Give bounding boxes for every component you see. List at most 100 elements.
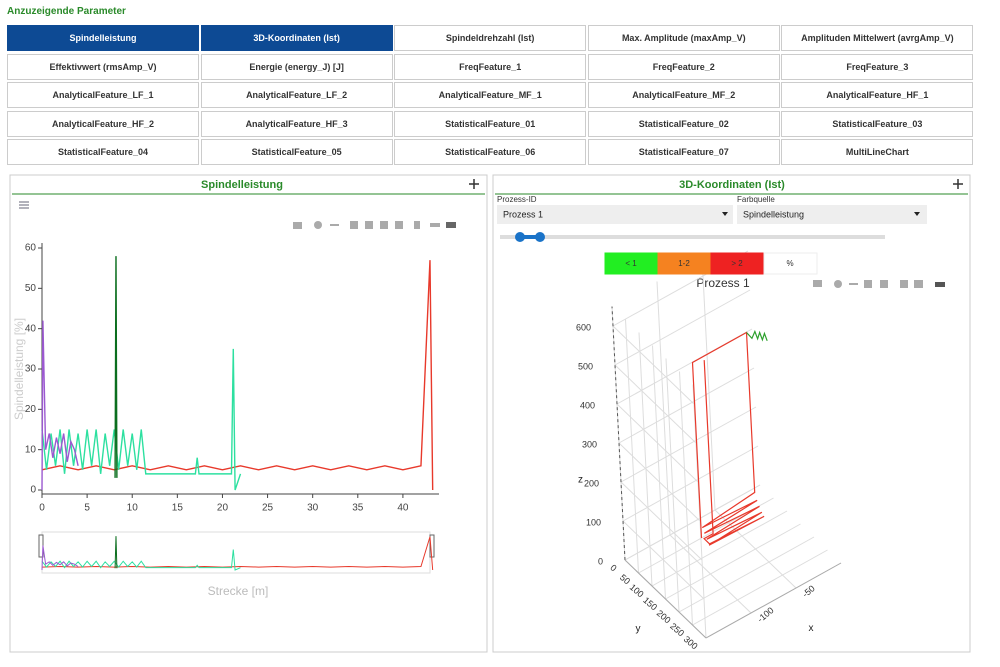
parameter-button[interactable]: AnalyticalFeature_LF_1 xyxy=(7,82,199,109)
right-panel xyxy=(492,174,971,653)
parameter-button[interactable]: AnalyticalFeature_MF_2 xyxy=(587,82,780,109)
parameter-button[interactable]: Spindelleistung xyxy=(7,25,199,51)
x-tick-label: 5 xyxy=(84,503,90,514)
dropdown-value: Prozess 1 xyxy=(503,209,543,219)
grid-line xyxy=(678,536,815,613)
z-tick-label: 100 xyxy=(586,517,601,527)
toolbar[interactable] xyxy=(293,221,456,229)
y-tick-label: 50 xyxy=(25,283,37,294)
parameter-button[interactable]: AnalyticalFeature_HF_2 xyxy=(7,110,199,137)
legend-label: 1-2 xyxy=(678,259,690,268)
parameter-button[interactable]: Max. Amplitude (maxAmp_V) xyxy=(587,25,780,51)
y-tick-label: 300 xyxy=(682,634,700,651)
z-tick-label: 500 xyxy=(578,361,593,371)
expand-icon[interactable] xyxy=(469,179,479,189)
z-tick-label: 600 xyxy=(576,322,591,332)
toolbar-3d[interactable] xyxy=(813,280,945,288)
axis-line xyxy=(624,559,707,639)
y-tick-label: 200 xyxy=(655,608,673,625)
trace-3d xyxy=(691,331,765,546)
grid-line xyxy=(692,549,828,626)
x-tick-label: 25 xyxy=(262,503,274,514)
y-tick-label: 40 xyxy=(25,323,37,334)
parameter-button[interactable]: FreqFeature_2 xyxy=(587,53,780,80)
parameter-button[interactable]: StatisticalFeature_01 xyxy=(394,110,587,137)
parameter-button[interactable]: StatisticalFeature_04 xyxy=(7,139,199,166)
parameter-button[interactable]: AnalyticalFeature_HF_3 xyxy=(200,110,393,137)
x-tick-label: 30 xyxy=(307,503,319,514)
dropdown-arrow xyxy=(722,212,728,216)
parameter-button[interactable]: StatisticalFeature_07 xyxy=(587,139,780,166)
parameter-button[interactable]: Amplituden Mittelwert (avrgAmp_V) xyxy=(781,25,974,51)
parameter-button[interactable]: StatisticalFeature_02 xyxy=(587,110,780,137)
y-tick-label: 50 xyxy=(618,572,632,586)
parameter-button[interactable]: AnalyticalFeature_HF_1 xyxy=(781,82,974,109)
grid-line xyxy=(692,384,707,639)
x-tick-label: 35 xyxy=(352,503,364,514)
parameter-button[interactable]: MultiLineChart xyxy=(781,139,974,166)
dropdown[interactable] xyxy=(737,205,927,224)
parameter-button[interactable]: 3D-Koordinaten (Ist) xyxy=(200,25,393,51)
panel-title: 3D-Koordinaten (Ist) xyxy=(679,179,785,191)
grid-line xyxy=(665,523,801,600)
range-slider-series xyxy=(41,549,241,571)
slider-handle[interactable] xyxy=(535,232,545,242)
x-tick-label: 40 xyxy=(397,503,409,514)
grid-line xyxy=(622,445,759,522)
parameter-button[interactable]: FreqFeature_1 xyxy=(394,53,587,80)
grid-line xyxy=(618,367,755,444)
grid-line xyxy=(701,256,716,511)
y-tick-label: 150 xyxy=(641,595,659,612)
dropdown[interactable] xyxy=(497,205,733,224)
z-tick-label: 300 xyxy=(582,439,597,449)
y-tick-label: 60 xyxy=(25,243,37,254)
parameter-button[interactable]: StatisticalFeature_05 xyxy=(200,139,393,166)
left-panel xyxy=(9,174,488,653)
legend-swatch[interactable] xyxy=(763,252,818,275)
trace-3d xyxy=(746,329,768,342)
y-tick-label: 0 xyxy=(30,485,36,496)
grid-line xyxy=(714,509,797,589)
x-tick-label: -50 xyxy=(800,583,816,599)
grid-line xyxy=(679,371,693,626)
z-tick-label: 400 xyxy=(580,400,595,410)
legend-label: < 1 xyxy=(625,259,637,268)
y-tick-label: 20 xyxy=(25,404,37,415)
grid-line xyxy=(651,510,788,587)
dropdown-arrow xyxy=(914,212,920,216)
parameter-button[interactable]: AnalyticalFeature_MF_1 xyxy=(394,82,587,109)
range-slider-series xyxy=(114,536,118,569)
x-tick-label: 10 xyxy=(127,503,139,514)
panel-title: Spindelleistung xyxy=(201,179,283,191)
parameter-button[interactable]: AnalyticalFeature_LF_2 xyxy=(200,82,393,109)
grid-line xyxy=(638,332,653,587)
z-tick-label: 200 xyxy=(584,478,599,488)
y-tick-label: 250 xyxy=(668,621,686,638)
grid-line xyxy=(625,319,639,574)
y-tick-label: 10 xyxy=(25,444,37,455)
y-axis-label: Spindelleistung [%] xyxy=(12,318,26,420)
legend-toggle[interactable] xyxy=(19,201,29,209)
line-series xyxy=(41,320,79,491)
parameter-button[interactable]: Energie (energy_J) [J] xyxy=(200,53,393,80)
x-tick-label: 15 xyxy=(172,503,184,514)
slider-handle[interactable] xyxy=(515,232,525,242)
axis-line xyxy=(705,562,842,639)
parameter-button[interactable]: Effektivwert (rmsAmp_V) xyxy=(7,53,199,80)
y-tick-label: 100 xyxy=(628,582,646,599)
parameter-button[interactable]: Spindeldrehzahl (Ist) xyxy=(394,25,587,51)
legend-label: > 2 xyxy=(731,259,743,268)
line-series xyxy=(41,348,242,491)
x-tick-label: 20 xyxy=(217,503,229,514)
line-series xyxy=(114,256,118,478)
parameter-button[interactable]: FreqFeature_3 xyxy=(781,53,974,80)
control-label: Prozess-ID xyxy=(497,195,537,204)
parameter-button[interactable]: StatisticalFeature_03 xyxy=(781,110,974,137)
x-axis-label: Strecke [m] xyxy=(208,584,269,598)
expand-icon[interactable] xyxy=(953,179,963,189)
grid-line xyxy=(669,534,752,614)
legend-label: % xyxy=(786,259,793,268)
parameter-button[interactable]: StatisticalFeature_06 xyxy=(394,139,587,166)
